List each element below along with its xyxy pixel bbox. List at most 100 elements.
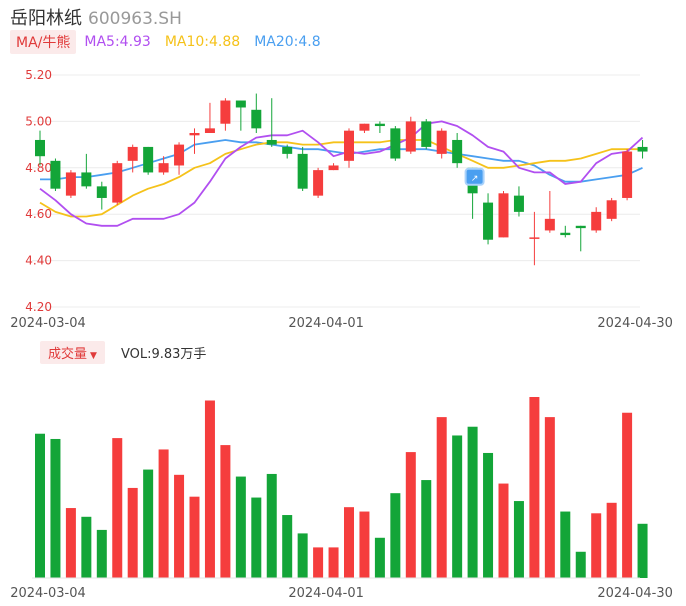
volume-bar — [560, 511, 571, 578]
candle-body — [374, 123, 385, 127]
candlestick — [637, 139, 648, 159]
candlestick — [344, 128, 354, 168]
price-tick-label: 4.80 — [25, 161, 52, 175]
volume-bar — [344, 507, 354, 578]
candlestick — [174, 142, 185, 175]
ma10-label: MA10:4.88 — [164, 34, 241, 50]
candlestick — [251, 93, 262, 133]
candle-body — [498, 193, 509, 238]
candle-body — [96, 186, 107, 198]
volume-indicator-label: 成交量 — [48, 346, 88, 362]
candle-body — [143, 146, 154, 173]
volume-bar — [390, 493, 401, 578]
candle-body — [65, 172, 76, 196]
volume-bar — [405, 452, 416, 578]
candlestick — [50, 158, 61, 191]
volume-bar — [235, 476, 246, 578]
volume-bar — [81, 516, 92, 578]
volume-bar — [266, 473, 277, 578]
candle-body — [359, 123, 370, 131]
price-tick-label: 4.40 — [25, 254, 52, 268]
ma10-line — [39, 139, 643, 218]
candle-body — [35, 139, 45, 157]
candlestick — [96, 181, 107, 210]
candlestick — [560, 225, 571, 238]
volume-bar — [467, 426, 478, 578]
candle-body — [544, 218, 555, 231]
candle-body — [622, 151, 633, 198]
candle-body — [158, 163, 169, 173]
volume-bar — [436, 417, 447, 578]
candlestick — [65, 170, 76, 198]
candlestick — [204, 102, 215, 133]
volume-bar — [65, 508, 76, 578]
candle-body — [328, 165, 339, 171]
ma-toggle-button[interactable]: MA/牛熊 — [10, 30, 77, 54]
candle-body — [204, 128, 215, 133]
event-marker-icon — [464, 167, 485, 186]
candle-body — [50, 160, 61, 189]
volume-bar — [251, 497, 262, 578]
volume-x-axis-label: 2024-04-30 — [597, 586, 673, 601]
volume-bar — [359, 511, 370, 578]
candle-body — [405, 121, 416, 152]
volume-bar — [313, 547, 324, 578]
candlestick — [282, 144, 293, 159]
candlestick — [483, 193, 494, 245]
candle-body — [390, 128, 401, 159]
candlestick — [143, 146, 154, 175]
candlestick — [313, 167, 324, 198]
candle-body — [189, 133, 200, 136]
volume-bar — [575, 551, 586, 578]
candlestick — [606, 197, 617, 222]
volume-bar — [127, 487, 138, 578]
candle-body — [606, 200, 617, 219]
ma5-line — [39, 120, 644, 227]
candlestick — [158, 156, 169, 175]
volume-bar — [204, 400, 215, 578]
candle-body — [513, 195, 524, 212]
volume-indicator-button[interactable]: 成交量 ▼ — [40, 340, 105, 364]
candlestick — [622, 149, 633, 201]
candle-body — [483, 202, 494, 240]
candlestick — [81, 153, 92, 189]
candlestick — [513, 186, 524, 217]
candlestick — [436, 128, 447, 159]
candlestick — [266, 98, 277, 147]
candle-body — [235, 100, 246, 108]
candle-body — [81, 172, 92, 187]
volume-bar — [158, 449, 169, 578]
volume-bar — [498, 483, 509, 578]
volume-bar — [96, 529, 107, 578]
volume-bar — [421, 480, 432, 578]
candle-body — [174, 144, 185, 166]
price-x-axis-label: 2024-04-30 — [597, 316, 673, 331]
price-x-axis-label: 2024-04-01 — [288, 316, 364, 331]
candle-body — [591, 211, 602, 231]
volume-bar — [637, 523, 648, 578]
candlestick — [390, 126, 401, 161]
candle-body — [436, 130, 447, 154]
candle-body — [282, 146, 293, 154]
price-tick-label: 5.00 — [25, 114, 52, 128]
volume-bar — [143, 469, 154, 578]
candle-body — [297, 153, 308, 189]
volume-bar — [622, 412, 633, 578]
volume-bar — [483, 452, 494, 578]
candle-body — [127, 146, 138, 161]
candlestick — [544, 191, 555, 233]
candlestick — [112, 160, 123, 205]
volume-bar — [50, 438, 61, 578]
candle-body — [529, 237, 540, 239]
volume-x-axis-label: 2024-03-04 — [10, 586, 86, 601]
candle-body — [112, 163, 123, 203]
volume-bar — [297, 533, 308, 578]
candlestick — [591, 207, 602, 233]
volume-bar — [35, 433, 45, 578]
candle-body — [344, 130, 354, 161]
candle-body — [220, 100, 231, 124]
ma20-line — [40, 139, 643, 183]
volume-bar — [374, 537, 385, 578]
candlestick — [374, 121, 385, 133]
